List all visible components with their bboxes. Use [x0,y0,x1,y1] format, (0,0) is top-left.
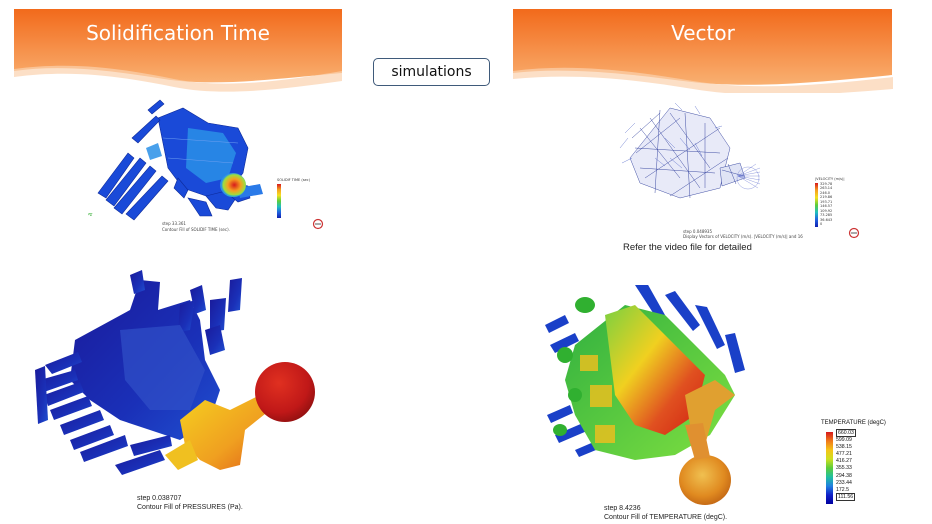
vector-simulation-image [619,102,761,199]
legend-title: |VELOCITY (m/s)| [815,177,845,181]
legend-value: 329.78 [820,181,833,186]
legend-value: 355.33 [836,465,852,472]
solidification-caption: Contour Fill of SOLIDIF TIME (sec). [162,227,230,232]
legend-value: 172.5 [836,486,849,493]
legend-value: 599.09 [836,437,852,444]
legend-min-value: 111.56 [836,492,856,501]
legend-value: 416.27 [836,458,852,465]
legend-value: 193.71 [820,199,833,204]
legend-colorbar [815,182,818,227]
solidification-time-title: Solidification Time [86,21,270,45]
pressure-simulation-image [35,270,315,475]
legend-values: 329.78 263.14 246.0 219.86 193.71 146.57… [820,182,832,227]
legend-colorbar [826,432,833,504]
vector-banner: Vector [513,9,893,93]
axis-triad-icon: ⌐ [88,211,94,218]
legend-values: 660.03 599.09 538.15 477.21 416.27 355.3… [836,429,856,501]
pressure-caption: Contour Fill of PRESSURES (Pa). [137,504,243,511]
legend-value: 263.14 [820,186,833,190]
legend-value: 477.21 [836,451,852,458]
legend-value: 246.0 [820,190,831,195]
hot-spot-marker [220,173,246,195]
legend-title: SOLIDIF TIME (sec) [277,178,310,182]
simulations-button[interactable]: simulations [373,58,490,86]
velocity-legend: |VELOCITY (m/s)| 329.78 263.14 246.0 219… [815,177,845,227]
temperature-legend: TEMPERATURE (degC) 660.03 599.09 538.15 … [821,420,891,504]
vector-step: step 0.048935 [683,229,713,234]
logo-icon [312,218,324,230]
vector-caption: Display Vectors of VELOCITY (m/s). |VELO… [683,234,803,239]
legend-value: 294.38 [836,472,852,479]
vector-title: Vector [671,21,735,45]
legend-value: 233.44 [836,479,852,486]
solidification-step: step 33.361 [162,221,186,226]
legend-value: 0 [820,222,823,226]
legend-value: 146.57 [820,204,833,208]
logo-icon [848,227,860,239]
banner-shape [513,9,893,93]
temperature-step: step 8.4236 [604,505,641,512]
temperature-caption: Contour Fill of TEMPERATURE (degC). [604,514,728,521]
legend-title: TEMPERATURE (degC) [821,420,886,426]
legend-value: 538.15 [836,444,852,451]
legend-value: 109.92 [820,208,833,213]
video-note: Refer the video file for detailed [623,242,752,253]
legend-value: 36.643 [820,217,833,222]
pressure-step: step 0.038707 [137,495,182,502]
banner-shape [14,9,342,92]
solidification-legend: SOLIDIF TIME (sec) [277,178,310,218]
solidification-time-banner: Solidification Time [14,9,342,93]
legend-value: 219.86 [820,195,833,199]
legend-value: 73.285 [820,213,833,217]
legend-colorbar [277,183,281,218]
svg-text:↘: ↘ [88,212,92,218]
temperature-simulation-image [545,285,745,505]
legend-max-value: 660.03 [836,429,856,437]
